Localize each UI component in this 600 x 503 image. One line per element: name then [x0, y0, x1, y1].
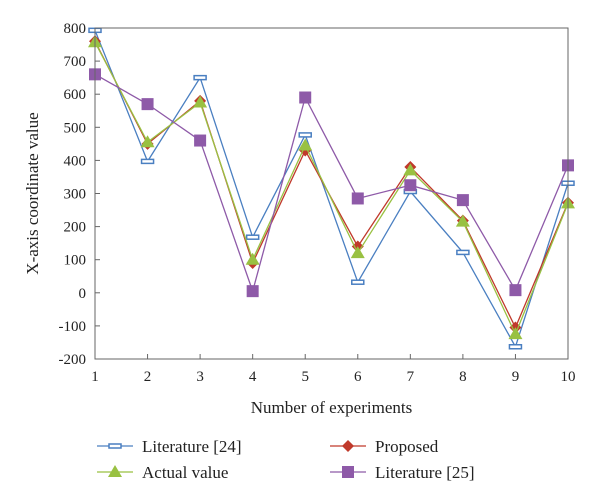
x-tick-label: 3 [196, 369, 204, 385]
data-point [299, 91, 312, 104]
data-point [456, 194, 469, 207]
legend-label: Actual value [142, 463, 228, 482]
legend-label: Literature [24] [142, 437, 242, 456]
x-tick-label: 2 [144, 369, 152, 385]
y-tick-label: 800 [64, 21, 87, 37]
data-point [245, 234, 260, 240]
data-point [140, 158, 155, 165]
data-point [455, 214, 470, 227]
legend-item: Proposed [330, 437, 439, 456]
y-tick-label: 600 [64, 87, 87, 103]
legend-marker [108, 465, 122, 477]
series-1 [89, 35, 574, 334]
y-tick-label: 400 [64, 153, 87, 169]
legend-label: Literature [25] [375, 463, 475, 482]
data-point [193, 95, 208, 108]
y-tick-label: 500 [64, 120, 87, 136]
y-tick-label: 200 [64, 220, 87, 236]
y-tick-label: 100 [64, 253, 87, 269]
series-2 [88, 35, 575, 340]
axes: -200 -100 0 100 200 300 400 500 600 700 800 1 2 3 4 5 6 7… [59, 21, 576, 385]
x-tick-label: 6 [354, 369, 362, 385]
plot-area [88, 27, 575, 350]
data-point [456, 249, 470, 256]
legend-marker [108, 443, 122, 449]
x-tick-label: 4 [249, 369, 257, 385]
data-point [193, 74, 207, 81]
y-tick-label: 700 [64, 54, 87, 70]
data-point [245, 252, 260, 265]
series-0 [88, 27, 575, 350]
x-tick-label: 8 [459, 369, 467, 385]
data-point [298, 138, 313, 151]
data-point [298, 132, 312, 138]
data-point [351, 192, 364, 205]
y-axis-title: X-axis coordinate value [23, 112, 42, 274]
legend-item: Literature [24] [97, 437, 242, 456]
y-tick-label: -100 [59, 319, 87, 335]
data-point [246, 285, 259, 298]
data-point [509, 284, 522, 297]
legend-item: Actual value [97, 463, 228, 482]
series-line [94, 73, 569, 294]
data-point [140, 135, 155, 148]
data-point [194, 134, 207, 147]
x-tick-label: 1 [91, 369, 99, 385]
y-tick-label: 0 [79, 286, 87, 302]
data-point [403, 163, 418, 176]
legend-marker [342, 440, 354, 452]
data-point [404, 179, 417, 192]
legend: Literature [24] Proposed Actual value Liter… [97, 437, 475, 482]
x-axis-title: Number of experiments [251, 398, 412, 417]
y-tick-label: -200 [59, 352, 87, 368]
x-tick-label: 9 [512, 369, 520, 385]
series-line [94, 40, 569, 330]
legend-marker [342, 466, 354, 478]
x-tick-label: 5 [301, 369, 309, 385]
y-tick-label: 300 [64, 187, 87, 203]
series-3 [89, 68, 574, 298]
data-point [350, 246, 365, 259]
legend-label: Proposed [375, 437, 439, 456]
data-point [351, 279, 365, 285]
series-line [94, 30, 569, 349]
legend-item: Literature [25] [330, 463, 475, 482]
x-tick-label: 7 [407, 369, 415, 385]
data-point [508, 344, 523, 350]
plot-frame [94, 27, 569, 360]
data-point [508, 327, 523, 340]
data-point [141, 98, 154, 111]
x-tick-label: 10 [561, 369, 576, 385]
